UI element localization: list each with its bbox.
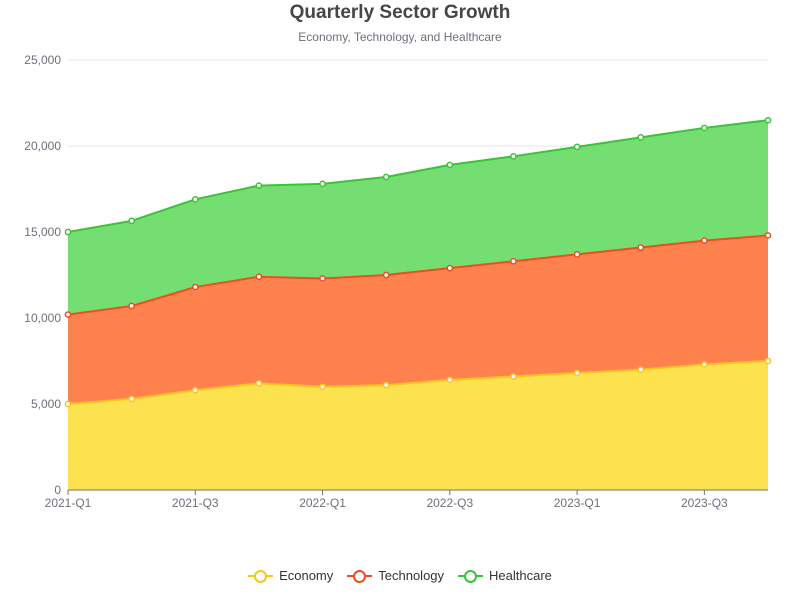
legend-label: Economy (279, 568, 334, 583)
data-point (191, 195, 199, 203)
data-point (764, 357, 772, 365)
data-point (701, 237, 708, 244)
data-point (255, 182, 263, 189)
data-point (128, 395, 135, 403)
chart-subtitle: Economy, Technology, and Healthcare (298, 30, 502, 44)
y-tick-label: 5,000 (31, 397, 61, 411)
series-line-healthcare (67, 119, 769, 233)
y-tick-label: 0 (54, 483, 61, 497)
data-point (446, 161, 454, 169)
data-point (510, 257, 517, 265)
chart-title: Quarterly Sector Growth (289, 2, 511, 23)
data-point (446, 376, 454, 384)
data-point (64, 228, 72, 236)
area-technology (68, 235, 768, 404)
legend-label: Healthcare (489, 568, 552, 583)
data-point (701, 124, 708, 132)
data-point (764, 232, 772, 239)
data-point (382, 381, 390, 389)
data-point (64, 400, 72, 408)
legend: Economy Technology Healthcare (0, 568, 800, 583)
data-point (637, 366, 645, 373)
legend-marker-icon (347, 569, 373, 583)
data-point (255, 273, 263, 281)
x-tick-label: 2021-Q1 (45, 496, 92, 510)
legend-marker-icon (248, 569, 274, 583)
data-point (128, 302, 135, 310)
data-point (64, 311, 72, 318)
data-point (319, 275, 326, 282)
x-tick-label: 2023-Q3 (681, 496, 728, 510)
legend-item-economy[interactable]: Economy (248, 568, 333, 583)
data-point (191, 386, 199, 394)
data-point (510, 152, 517, 160)
data-point (255, 380, 263, 387)
x-tick-label: 2022-Q1 (299, 496, 346, 510)
y-tick-label: 10,000 (24, 311, 61, 325)
y-tick-label: 20,000 (24, 139, 61, 153)
area-economy (68, 361, 768, 490)
y-tick-label: 15,000 (24, 225, 61, 239)
data-point (191, 283, 199, 291)
data-point (764, 116, 772, 124)
x-tick-label: 2021-Q3 (172, 496, 219, 510)
legend-label: Technology (378, 568, 445, 583)
data-point (637, 244, 645, 251)
data-point (573, 143, 581, 151)
series-line-technology (67, 234, 769, 316)
data-point (573, 251, 581, 258)
data-point (510, 373, 517, 380)
data-point (382, 173, 390, 181)
data-point (319, 383, 326, 391)
series-line-economy (67, 360, 769, 405)
data-point (701, 361, 708, 368)
area-healthcare (68, 120, 768, 315)
data-point (573, 369, 581, 377)
data-point (128, 217, 135, 225)
x-tick-label: 2023-Q1 (554, 496, 601, 510)
x-tick-label: 2022-Q3 (426, 496, 473, 510)
data-point (637, 134, 645, 141)
data-point (446, 264, 454, 272)
y-tick-label: 25,000 (24, 53, 61, 67)
data-point (382, 271, 390, 279)
legend-item-healthcare[interactable]: Healthcare (458, 568, 552, 583)
data-point (319, 180, 326, 188)
legend-marker-icon (458, 569, 484, 583)
legend-item-technology[interactable]: Technology (347, 568, 444, 583)
